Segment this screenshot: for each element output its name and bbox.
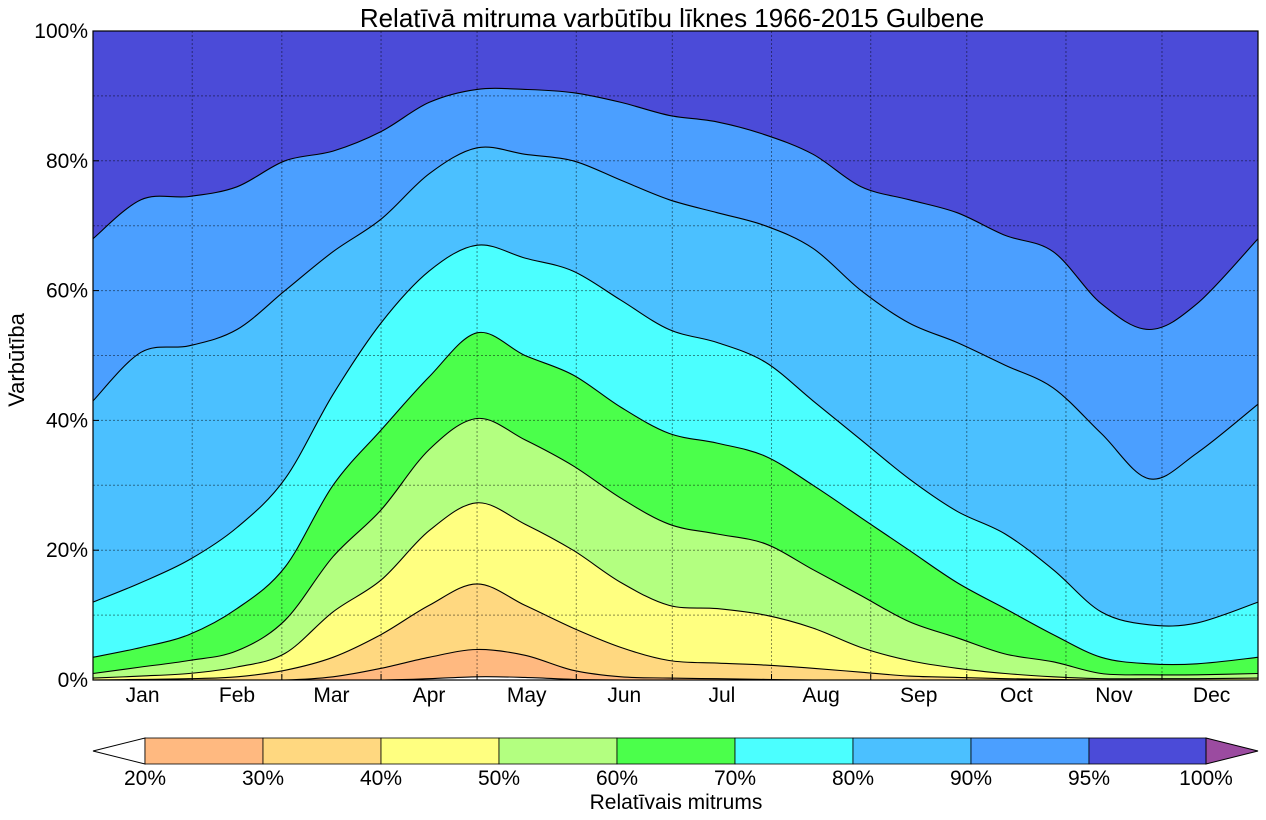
- x-tick-label-mar: Mar: [313, 684, 349, 707]
- x-tick-label-nov: Nov: [1095, 684, 1133, 707]
- colorbar: 20% 30% 40% 50% 60% 70% 80% 90% 95% 100%: [92, 737, 1259, 790]
- colorbar-tick-label: 40%: [360, 767, 402, 790]
- colorbar-segment: [852, 737, 972, 765]
- colorbar-tick-label: 30%: [242, 767, 284, 790]
- x-tick-label-jan: Jan: [126, 684, 160, 707]
- contour-line-70pct: [92, 331, 1259, 666]
- colorbar-tick-label: 90%: [950, 767, 992, 790]
- colorbar-segment: [616, 737, 736, 765]
- x-tick-label-oct: Oct: [1000, 684, 1033, 707]
- plot-frame: [92, 30, 1259, 681]
- contour-line-80pct: [92, 244, 1259, 627]
- colorbar-tick-label: 80%: [832, 767, 874, 790]
- colorbar-segment: [498, 737, 618, 765]
- colorbar-tick-label: 50%: [478, 767, 520, 790]
- y-tick-label: 40%: [46, 409, 88, 432]
- y-axis-label: Varbūtība: [4, 312, 29, 407]
- colorbar-segment: [144, 737, 264, 765]
- x-tick-label-jun: Jun: [607, 684, 641, 707]
- contour-line-90pct: [92, 146, 1259, 480]
- y-tick-label: 60%: [46, 280, 88, 303]
- y-tick-label: 0%: [58, 669, 88, 692]
- x-tick-label-apr: Apr: [413, 684, 446, 707]
- band-below-40pct: [93, 583, 1258, 680]
- colorbar-segment: [734, 737, 854, 765]
- colorbar-label: Relatīvais mitrums: [590, 791, 763, 814]
- colorbar-tick-label: 95%: [1068, 767, 1110, 790]
- x-tick-label-dec: Dec: [1193, 684, 1230, 707]
- y-tick-label: 100%: [34, 20, 88, 43]
- chart-title: Relatīvā mitruma varbūtību līknes 1966-2…: [360, 3, 984, 33]
- x-tick-label-may: May: [507, 684, 547, 707]
- contour-line-60pct: [92, 417, 1259, 676]
- band-below-30pct: [93, 649, 1258, 680]
- plot-area: 0% 20% 40% 60% 80% 100% Jan Feb Mar Apr May Jun Jul A…: [34, 20, 1259, 707]
- colorbar-tick-label: 100%: [1179, 767, 1233, 790]
- x-tick-label-feb: Feb: [219, 684, 255, 707]
- colorbar-segment: [1088, 737, 1207, 765]
- colorbar-tick-label: 60%: [596, 767, 638, 790]
- contour-line-50pct: [92, 502, 1259, 680]
- x-tick-label-sep: Sep: [900, 684, 937, 707]
- x-tick-label-aug: Aug: [802, 684, 839, 707]
- colorbar-tick-label: 70%: [714, 767, 756, 790]
- colorbar-over-arrow: [1205, 737, 1259, 765]
- colorbar-tick-label: 20%: [124, 767, 166, 790]
- colorbar-segment: [262, 737, 382, 765]
- contour-line-95pct: [92, 87, 1259, 331]
- y-tick-label: 80%: [46, 150, 88, 173]
- colorbar-segment: [970, 737, 1090, 765]
- y-tick-label: 20%: [46, 539, 88, 562]
- colorbar-segment: [380, 737, 500, 765]
- x-tick-label-jul: Jul: [708, 684, 735, 707]
- colorbar-under-arrow: [92, 737, 146, 765]
